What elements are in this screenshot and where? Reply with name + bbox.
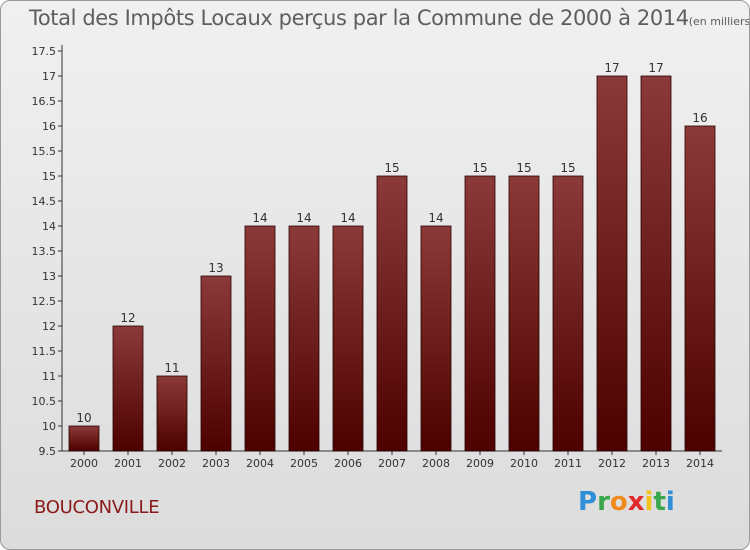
- x-tick-label: 2010: [510, 457, 538, 470]
- x-tick-label: 2009: [466, 457, 494, 470]
- logo-letter: i: [644, 487, 654, 517]
- data-label: 16: [692, 111, 707, 125]
- bar: [640, 75, 672, 452]
- commune-name: BOUCONVILLE: [34, 497, 160, 518]
- x-tick-label: 2013: [642, 457, 670, 470]
- bar: [552, 175, 584, 452]
- bar: [244, 225, 276, 452]
- data-label: 12: [120, 311, 135, 325]
- chart-title-main: Total des Impôts Locaux perçus par la Co…: [29, 6, 689, 30]
- y-tick-label: 12: [42, 320, 56, 333]
- y-tick-label: 10.5: [32, 395, 57, 408]
- logo-letter: o: [609, 487, 628, 517]
- x-tick-label: 2014: [686, 457, 714, 470]
- labels: 10 12 11 13 14 14 14 15 14 15 15 15 17 17 16: [76, 61, 707, 425]
- y-tick-label: 11.5: [32, 345, 57, 358]
- x-tick-label: 2002: [158, 457, 186, 470]
- data-label: 11: [164, 361, 179, 375]
- bars: [68, 75, 716, 452]
- y-tick-label: 17.5: [32, 45, 57, 58]
- bar: [332, 225, 364, 452]
- y-tick-label: 13.5: [32, 245, 57, 258]
- logo-letter: P: [578, 487, 598, 517]
- bar: [420, 225, 452, 452]
- bar: [68, 425, 100, 452]
- data-label: 10: [76, 411, 91, 425]
- y-tick-label: 13: [42, 270, 56, 283]
- logo-letter: i: [665, 487, 675, 517]
- x-tick-label: 2007: [378, 457, 406, 470]
- data-label: 15: [560, 161, 575, 175]
- y-tick-label: 9.5: [39, 445, 57, 458]
- logo-letter: x: [627, 487, 645, 517]
- bar: [596, 75, 628, 452]
- chart-unit-note: (en milliers d'€): [688, 15, 750, 28]
- y-tick-label: 12.5: [32, 295, 57, 308]
- x-tick-label: 2003: [202, 457, 230, 470]
- logo-letter: r: [597, 487, 610, 517]
- x-tick-label: 2000: [70, 457, 98, 470]
- y-tick-label: 15: [42, 170, 56, 183]
- bar: [684, 125, 716, 452]
- data-label: 15: [472, 161, 487, 175]
- x-tick-label: 2005: [290, 457, 318, 470]
- bar: [288, 225, 320, 452]
- data-label: 17: [648, 61, 663, 75]
- y-tick-label: 15.5: [32, 145, 57, 158]
- data-label: 15: [384, 161, 399, 175]
- x-tick-label: 2011: [554, 457, 582, 470]
- axes: 9.5 10 10.5 11 11.5 12 12.5 13 13.5 14 14.5 15 15.5 1…: [32, 45, 722, 470]
- data-label: 15: [516, 161, 531, 175]
- y-tick-label: 14.5: [32, 195, 57, 208]
- bar: [156, 375, 188, 452]
- data-label: 14: [428, 211, 443, 225]
- y-tick-label: 10: [42, 420, 56, 433]
- bar: [376, 175, 408, 452]
- x-tick-label: 2006: [334, 457, 362, 470]
- x-tick-label: 2012: [598, 457, 626, 470]
- bar: [508, 175, 540, 452]
- logo-letter: t: [653, 487, 666, 517]
- y-tick-label: 11: [42, 370, 56, 383]
- x-tick-label: 2008: [422, 457, 450, 470]
- data-label: 14: [252, 211, 267, 225]
- data-label: 13: [208, 261, 223, 275]
- bar: [112, 325, 144, 452]
- proxiti-logo: Proxiti: [578, 487, 675, 517]
- chart-title: Total des Impôts Locaux perçus par la Co…: [29, 6, 750, 30]
- y-tick-label: 16: [42, 120, 56, 133]
- x-tick-label: 2001: [114, 457, 142, 470]
- bar: [200, 275, 232, 452]
- bar: [464, 175, 496, 452]
- y-tick-label: 17: [42, 70, 56, 83]
- data-label: 14: [296, 211, 311, 225]
- y-tick-label: 14: [42, 220, 56, 233]
- data-label: 14: [340, 211, 355, 225]
- data-label: 17: [604, 61, 619, 75]
- y-tick-label: 16.5: [32, 95, 57, 108]
- x-tick-label: 2004: [246, 457, 274, 470]
